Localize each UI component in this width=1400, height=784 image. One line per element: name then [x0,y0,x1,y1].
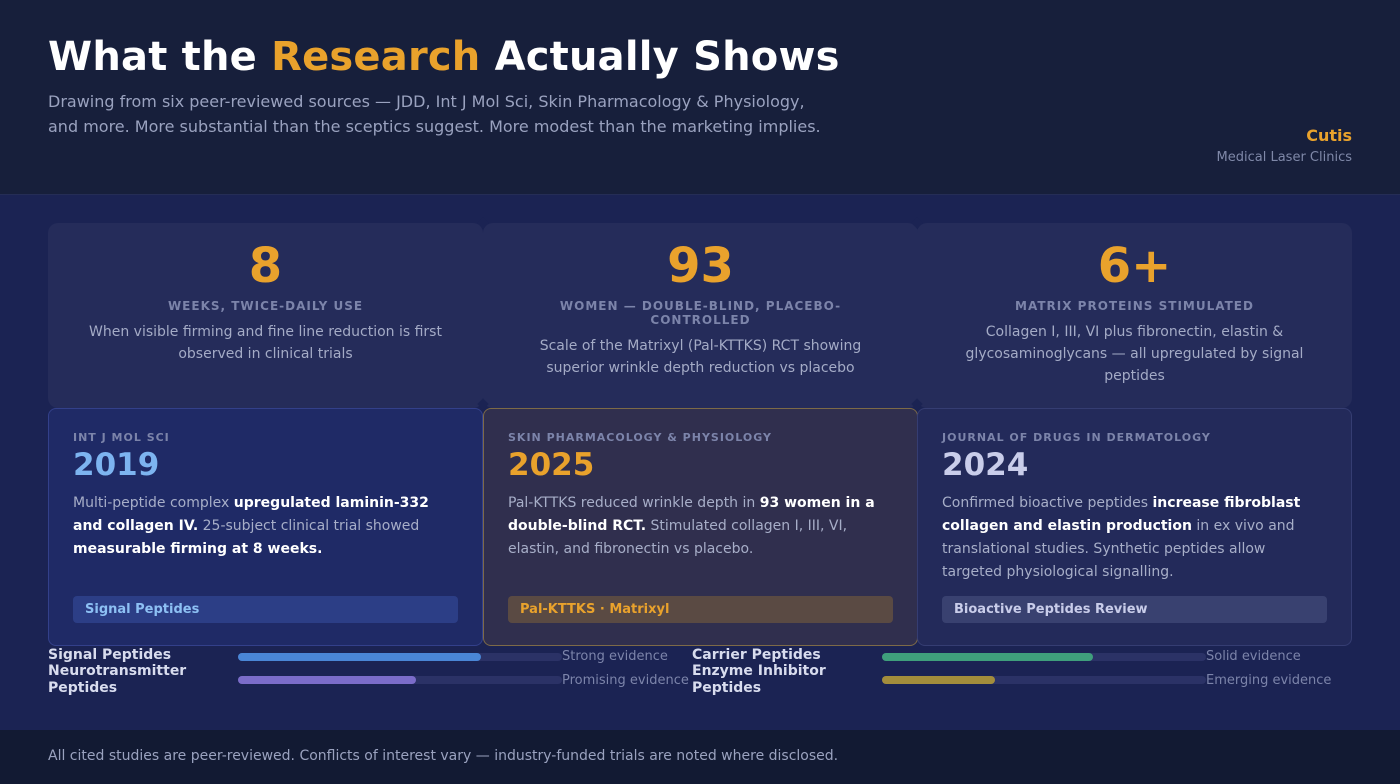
footer: All cited studies are peer-reviewed. Con… [0,730,1400,784]
study-card-2025: Skin Pharmacology & Physiology 2025 Pal-… [483,408,918,646]
stat-card-proteins: 6+ Matrix proteins stimulated Collagen I… [917,223,1352,408]
study-source: Journal of Drugs in Dermatology [942,431,1211,444]
stat-number: 93 [667,238,734,294]
brand-subtitle: Medical Laser Clinics [1216,150,1352,165]
summary-text: in ex vivo and translational studies. Sy… [942,518,1295,580]
evidence-track [882,653,1206,661]
page-subtitle: Drawing from six peer-reviewed sources —… [48,92,821,136]
study-card-2019: Int J Mol Sci 2019 Multi-peptide complex… [48,408,483,646]
study-tag: Pal-KTTKS · Matrixyl [508,596,893,623]
stat-card-women: 93 Women — double-blind, placebo-control… [483,223,918,408]
stat-description: Scale of the Matrixyl (Pal-KTTKS) RCT sh… [539,338,862,376]
evidence-name: Neurotransmitter Peptides [48,663,187,696]
brand-name: Cutis [1306,126,1352,145]
footer-note: All cited studies are peer-reviewed. Con… [48,748,839,764]
stat-label: Matrix proteins stimulated [1015,299,1254,313]
evidence-fill [238,653,481,661]
title-highlight: Research [271,34,481,80]
evidence-label: Strong evidence [562,649,668,664]
summary-text: Pal-KTTKS reduced wrinkle depth in [508,495,760,511]
study-source: Int J Mol Sci [73,431,170,444]
study-year: 2025 [508,447,595,483]
stat-label: Weeks, twice-daily use [167,299,364,313]
study-card-2024: Journal of Drugs in Dermatology 2024 Con… [917,408,1352,646]
summary-text: Multi-peptide complex [73,495,234,511]
study-source: Skin Pharmacology & Physiology [508,431,773,444]
evidence-name: Signal Peptides [48,647,172,663]
stat-description: Collagen I, III, VI plus fibronectin, el… [965,324,1304,384]
stat-number: 8 [248,238,283,294]
evidence-label: Solid evidence [1206,649,1301,664]
stat-card-weeks: 8 Weeks, twice-daily use When visible fi… [48,223,483,408]
summary-highlight: measurable firming at 8 weeks. [73,541,323,557]
header: What the Research Actually Shows Drawing… [0,0,1400,195]
summary-highlight: increase fibroblast collagen and elastin… [942,495,1301,534]
stat-label: Women — double-blind, placebo-controlled [559,299,842,327]
stat-number: 6+ [1097,238,1172,294]
brand-block: Cutis Medical Laser Clinics [1217,126,1352,165]
study-year: 2024 [942,447,1029,483]
evidence-track [882,676,1206,684]
title-post: Actually Shows [480,34,840,80]
evidence-name: Carrier Peptides [692,647,821,663]
summary-text: Stimulated collagen I, III, VI, elastin,… [508,518,848,557]
evidence-row-enzyme: Enzyme Inhibitor Peptides Emerging evide… [692,663,1352,703]
title-pre: What the [48,34,272,80]
study-summary: Multi-peptide complex upregulated lamini… [73,492,458,561]
summary-highlight: upregulated laminin-332 and collagen IV. [73,495,429,534]
study-tag: Bioactive Peptides Review [942,596,1327,623]
study-year: 2019 [73,447,160,483]
evidence-fill [882,653,1093,661]
page-title: What the Research Actually Shows [48,34,840,80]
summary-text: 25-subject clinical trial showed [198,518,420,534]
evidence-fill [238,676,417,684]
evidence-label: Promising evidence [562,673,689,688]
evidence-row-signal: Signal Peptides Strong evidence [48,647,688,687]
evidence-row-neurotransmitter: Neurotransmitter Peptides Promising evid… [48,663,689,703]
evidence-label: Emerging evidence [1206,673,1332,688]
study-tag: Signal Peptides [73,596,458,623]
evidence-track [238,653,562,661]
summary-highlight: 93 women in a double-blind RCT. [508,495,875,534]
evidence-name: Enzyme Inhibitor Peptides [692,663,826,696]
evidence-fill [882,676,996,684]
evidence-track [238,676,562,684]
summary-text: Confirmed bioactive peptides [942,495,1153,511]
study-summary: Confirmed bioactive peptides increase fi… [942,492,1327,584]
stat-description: When visible firming and fine line reduc… [89,324,442,362]
study-summary: Pal-KTTKS reduced wrinkle depth in 93 wo… [508,492,893,561]
evidence-row-carrier: Carrier Peptides Solid evidence [692,647,1352,687]
